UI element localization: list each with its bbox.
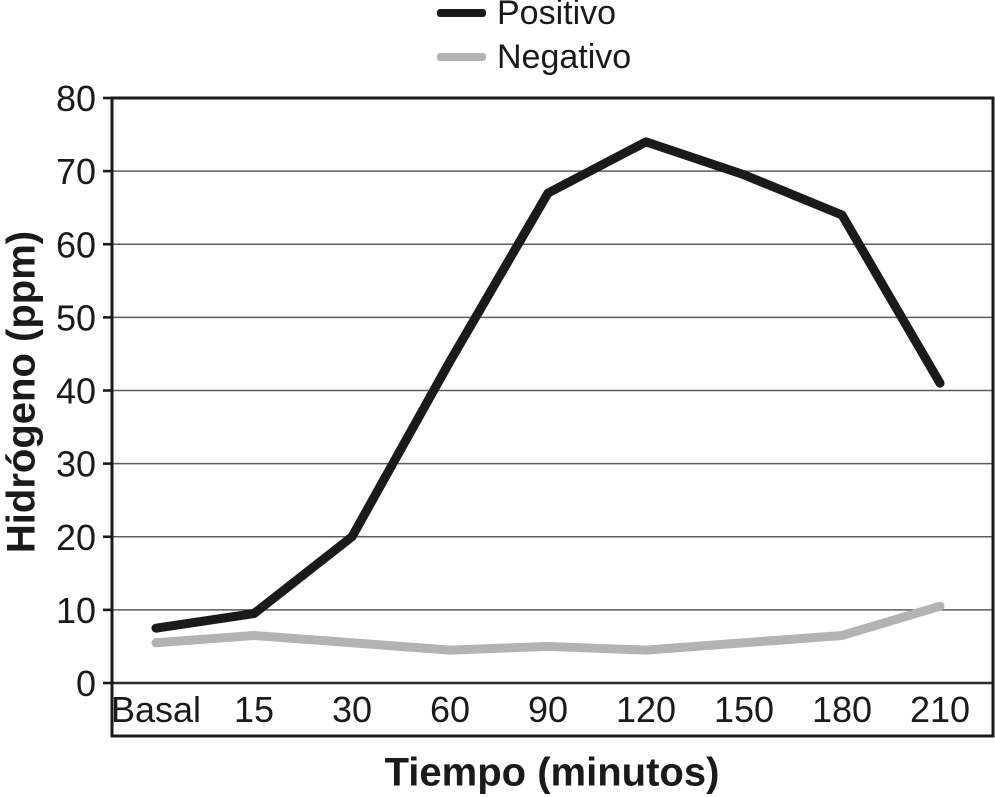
x-tick-label: 30 xyxy=(332,689,372,730)
series-line-positivo xyxy=(151,137,945,633)
y-tick-label: 40 xyxy=(56,371,96,412)
y-tick-label: 70 xyxy=(56,151,96,192)
positivo-line-swatch xyxy=(437,9,486,17)
y-tick-label: 0 xyxy=(76,663,96,704)
x-tick-label: 210 xyxy=(910,689,970,730)
y-tick-label: 50 xyxy=(56,297,96,338)
y-axis-title: Hidrógeno (ppm) xyxy=(0,230,44,554)
series-line-negativo xyxy=(151,601,945,655)
x-tick-label: 150 xyxy=(714,689,774,730)
x-tick-label: 120 xyxy=(616,689,676,730)
x-tick-label: 60 xyxy=(430,689,470,730)
y-tick-label: 10 xyxy=(56,590,96,631)
legend-item-negativo: Negativo xyxy=(437,35,631,79)
negativo-line-swatch xyxy=(437,53,486,61)
x-tick-label: 180 xyxy=(812,689,872,730)
x-tick-label: Basal xyxy=(111,689,201,730)
x-axis-title: Tiempo (minutos) xyxy=(384,750,720,795)
plot-frame xyxy=(110,96,995,738)
y-tick-label: 20 xyxy=(56,517,96,558)
y-tick-label: 30 xyxy=(56,444,96,485)
x-tick-label: 15 xyxy=(234,689,274,730)
legend-label-positivo: Positivo xyxy=(497,0,617,32)
y-tick-label: 60 xyxy=(56,224,96,265)
x-tick-label: 90 xyxy=(528,689,568,730)
legend-item-positivo: Positivo xyxy=(437,0,631,35)
y-tick-label: 80 xyxy=(56,78,96,119)
legend-label-negativo: Negativo xyxy=(497,38,632,76)
chart-legend: Positivo Negativo xyxy=(437,0,631,79)
